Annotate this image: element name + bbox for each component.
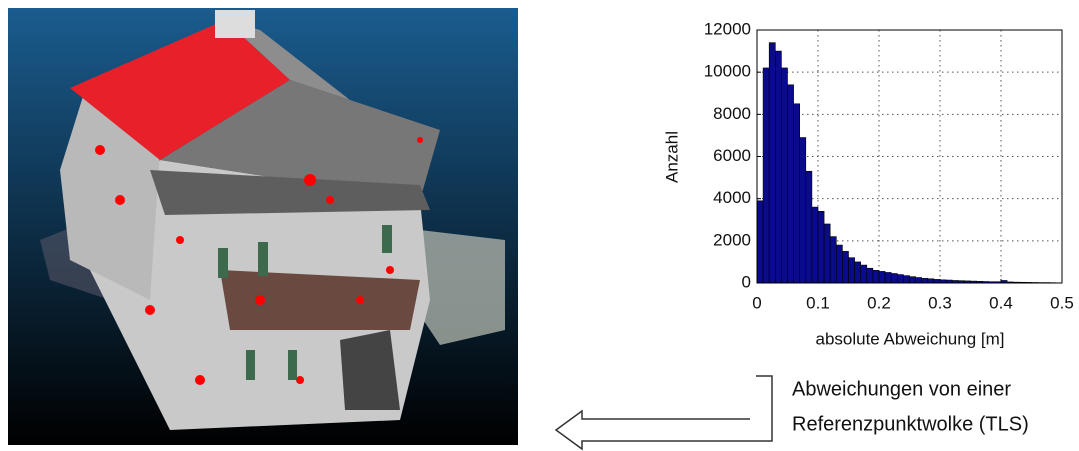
x-tick-label: 0.4	[989, 293, 1013, 312]
bar	[854, 261, 861, 284]
bar	[787, 84, 794, 284]
annotation: Referenzpunktwolke (TLS)	[792, 413, 1029, 435]
bar	[927, 278, 935, 284]
bar	[768, 42, 776, 284]
y-tick-label: 4000	[713, 188, 751, 207]
y-axis-label: Anzahl	[662, 131, 681, 183]
bar	[835, 244, 843, 284]
annotation: Abweichungen von einer	[792, 378, 1011, 400]
bar	[756, 200, 764, 284]
bar	[909, 276, 916, 284]
bar	[817, 211, 825, 284]
y-tick-label: 8000	[713, 104, 751, 123]
x-axis-label: absolute Abweichung [m]	[815, 329, 1004, 348]
bar	[829, 236, 837, 284]
bar	[842, 251, 849, 284]
bar	[896, 274, 904, 284]
x-tick-label: 0	[752, 293, 761, 312]
bar	[799, 137, 807, 284]
bar	[866, 267, 874, 284]
bar	[921, 278, 929, 284]
x-tick-label: 0.3	[928, 293, 952, 312]
bar	[890, 273, 898, 284]
point-cloud-image	[8, 8, 518, 445]
bar	[915, 277, 922, 284]
bar	[903, 275, 910, 284]
y-tick-label: 6000	[713, 146, 751, 165]
x-tick-label: 0.5	[1050, 293, 1074, 312]
bar	[878, 271, 886, 284]
bar	[811, 206, 819, 284]
bar	[884, 272, 892, 284]
x-tick-label: 0.1	[806, 293, 830, 312]
bar	[860, 264, 868, 284]
bar	[823, 223, 831, 284]
arrow	[554, 375, 773, 451]
bar	[872, 270, 880, 284]
bar	[781, 67, 788, 284]
bar	[848, 257, 855, 284]
y-tick-label: 10000	[704, 62, 751, 81]
x-tick-label: 0.2	[867, 293, 891, 312]
y-tick-label: 12000	[704, 19, 751, 38]
bar	[805, 170, 813, 284]
plot-frame	[756, 29, 1063, 284]
bar	[762, 67, 770, 284]
bar	[793, 103, 800, 284]
bar	[774, 50, 782, 284]
bar	[933, 279, 941, 284]
y-tick-label: 0	[742, 272, 751, 291]
y-tick-label: 2000	[713, 230, 751, 249]
